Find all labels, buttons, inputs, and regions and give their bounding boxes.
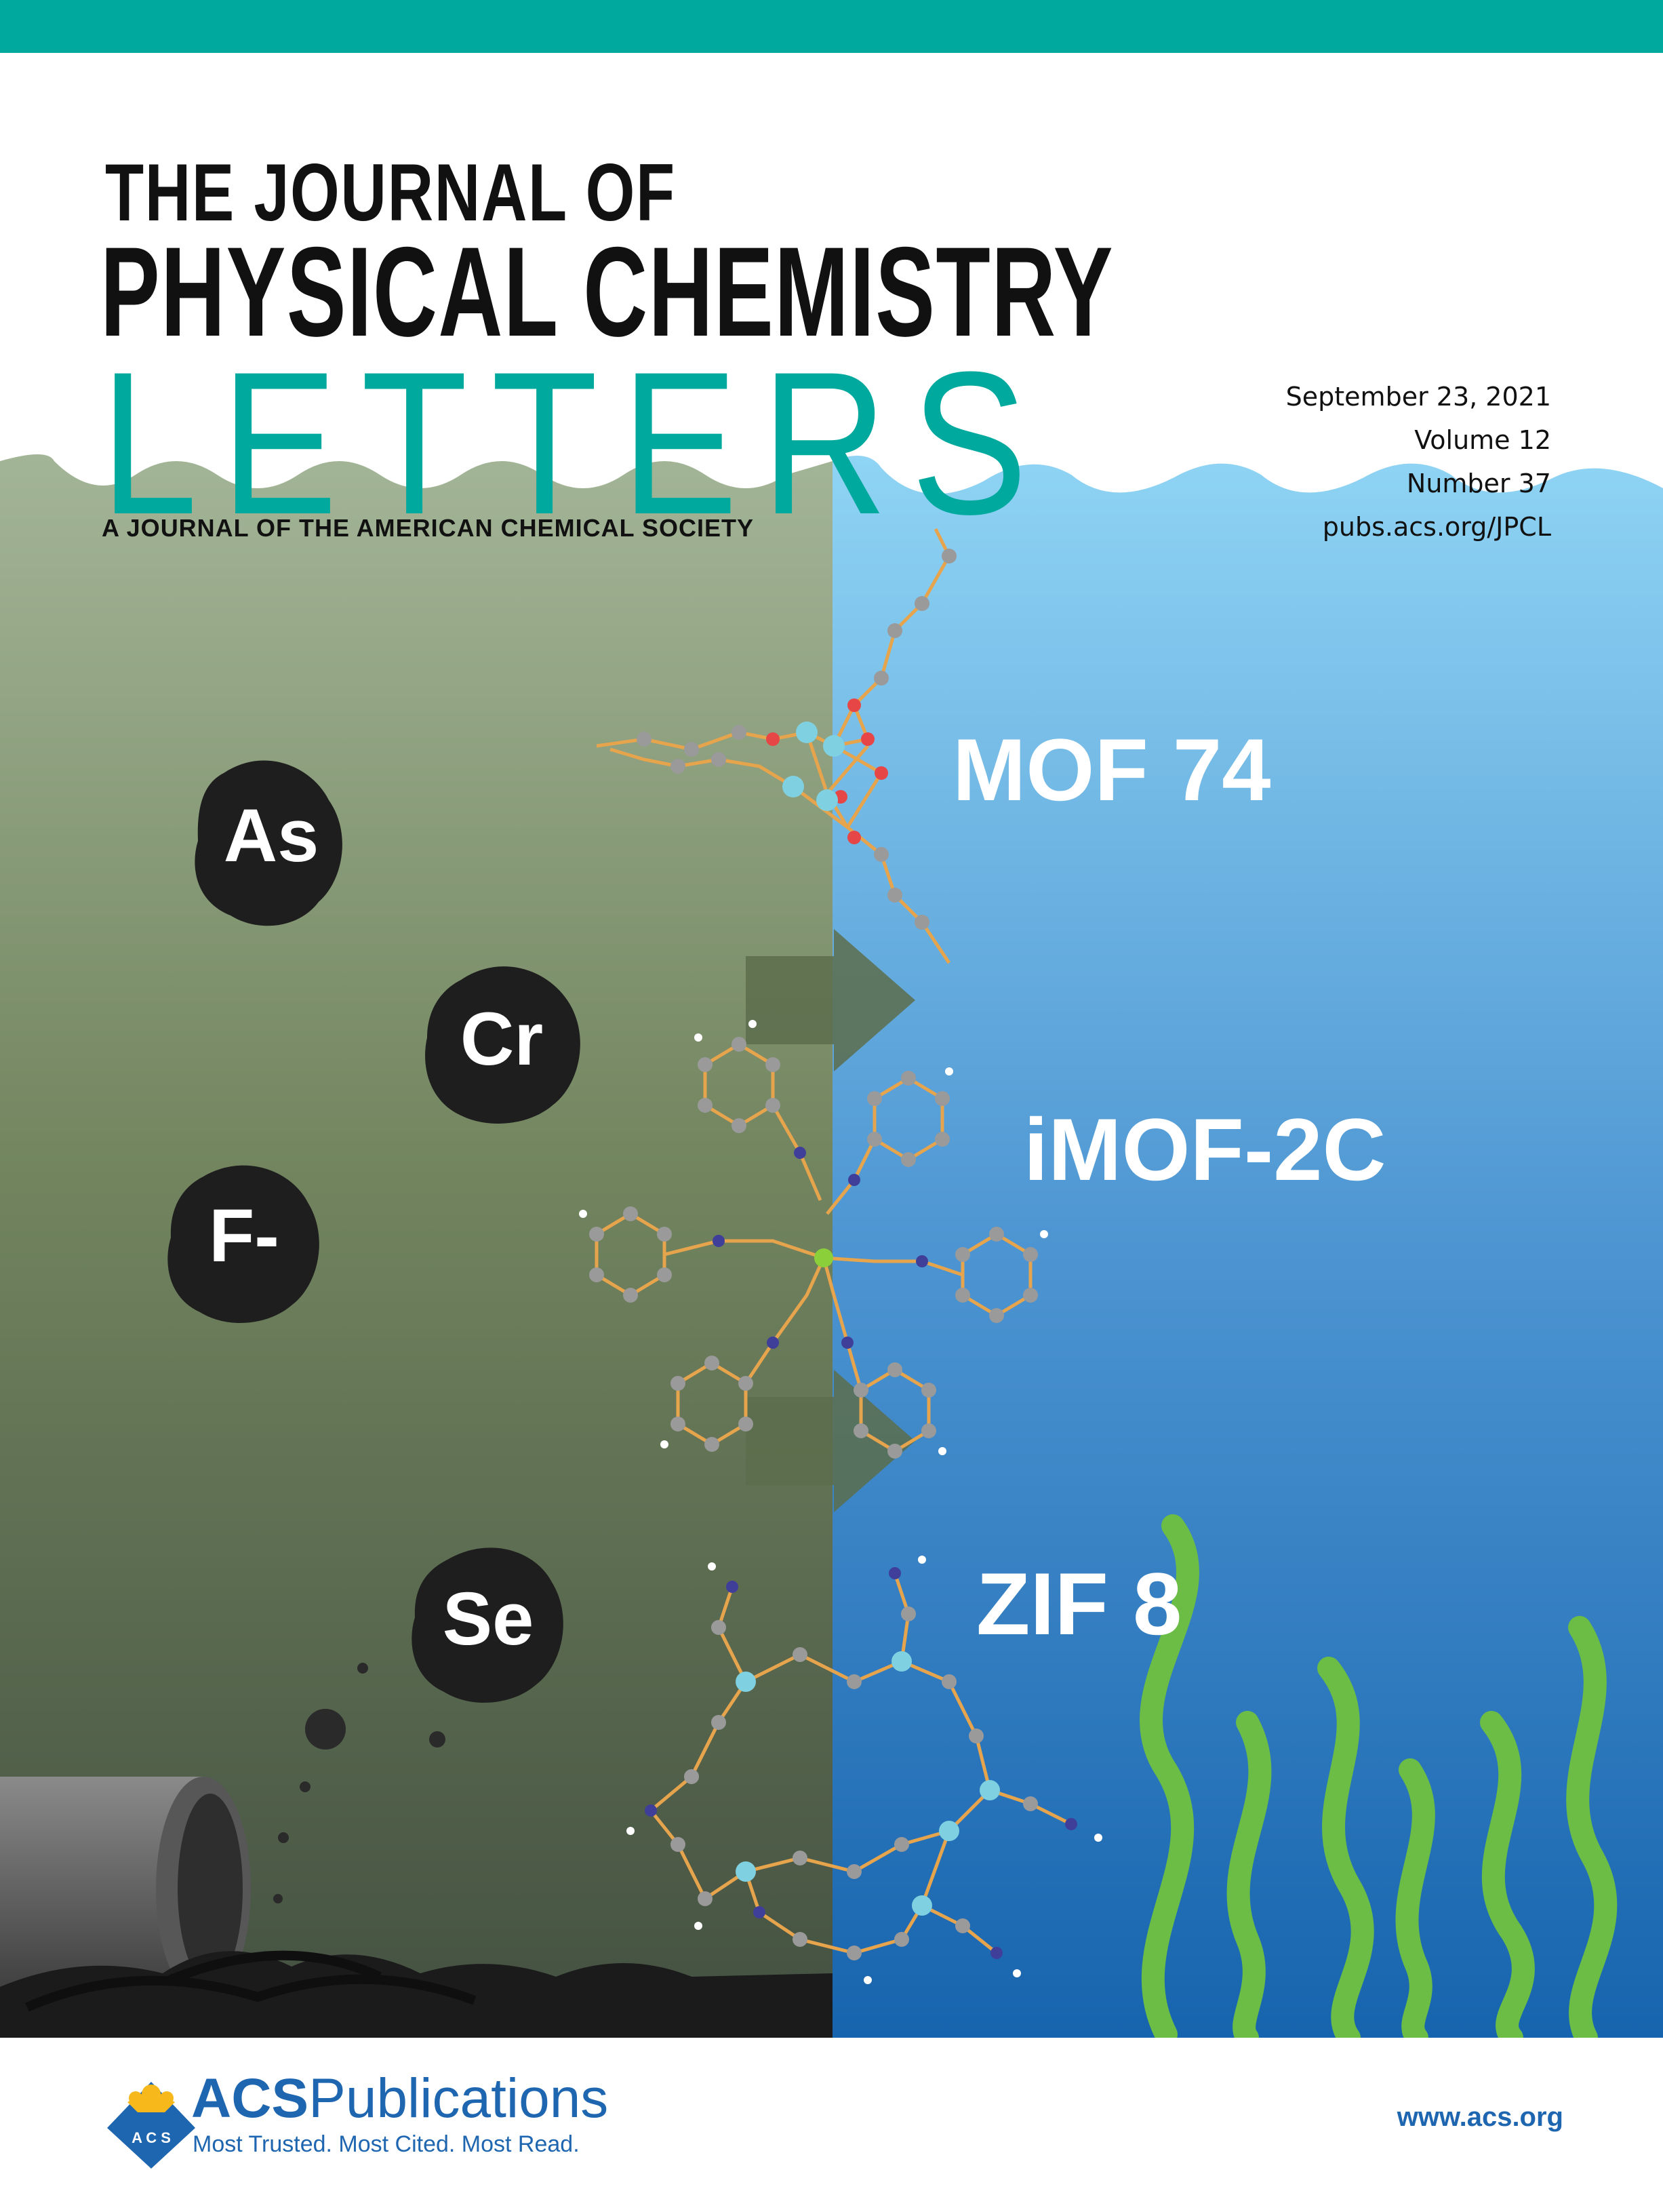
drain-pipe-icon xyxy=(0,1777,251,2000)
journal-title-line-3: LETTERS xyxy=(100,329,1051,557)
journal-title-line-2: PHYSICAL CHEMISTRY xyxy=(100,220,1114,363)
clean-water xyxy=(833,456,1663,2038)
acs-tagline: Most Trusted. Most Cited. Most Read. xyxy=(193,2131,580,2157)
issue-volume: Volume 12 xyxy=(1414,425,1551,455)
journal-url[interactable]: pubs.acs.org/JPCL xyxy=(1322,512,1551,542)
acs-logo-icon: A C S xyxy=(107,2082,195,2169)
acs-name-rest: Publications xyxy=(308,2068,609,2129)
contaminant-as-label: As xyxy=(224,794,319,877)
sludge-ground xyxy=(0,1951,833,2038)
pollution-particles xyxy=(273,1663,445,1903)
seaweed-icon xyxy=(1140,1514,1618,2038)
flow-arrow-upper xyxy=(746,929,915,1071)
mof74-label: MOF 74 xyxy=(953,720,1271,819)
contaminant-fluoride-label: F- xyxy=(209,1194,279,1278)
cover-illustration: As Cr F- Se xyxy=(0,454,1663,2038)
issue-number: Number 37 xyxy=(1406,469,1551,498)
contaminant-as: As xyxy=(195,760,342,926)
mof74-molecule-icon xyxy=(596,528,957,964)
contaminant-cr-label: Cr xyxy=(460,998,543,1081)
imof2c-molecule-icon xyxy=(579,1020,1048,1459)
contaminant-cr: Cr xyxy=(425,966,580,1124)
journal-title-line-1: THE JOURNAL OF xyxy=(105,147,676,238)
flow-arrow-lower xyxy=(746,1370,915,1512)
acs-publications-name: ACSPublications xyxy=(191,2067,608,2131)
contaminant-se-label: Se xyxy=(443,1577,534,1661)
acs-website-link[interactable]: www.acs.org xyxy=(1397,2102,1563,2132)
contaminant-se: Se xyxy=(412,1547,563,1703)
zif8-molecule-icon xyxy=(626,1556,1102,1984)
zif8-label: ZIF 8 xyxy=(976,1554,1182,1653)
acs-logo-text: A C S xyxy=(132,2129,171,2146)
acs-name-bold: ACS xyxy=(191,2068,309,2129)
issue-date: September 23, 2021 xyxy=(1285,382,1551,412)
contaminant-fluoride: F- xyxy=(167,1165,319,1324)
imof2c-label: iMOF-2C xyxy=(1024,1100,1386,1199)
top-accent-bar xyxy=(0,0,1663,53)
journal-tagline: A JOURNAL OF THE AMERICAN CHEMICAL SOCIE… xyxy=(102,514,755,542)
